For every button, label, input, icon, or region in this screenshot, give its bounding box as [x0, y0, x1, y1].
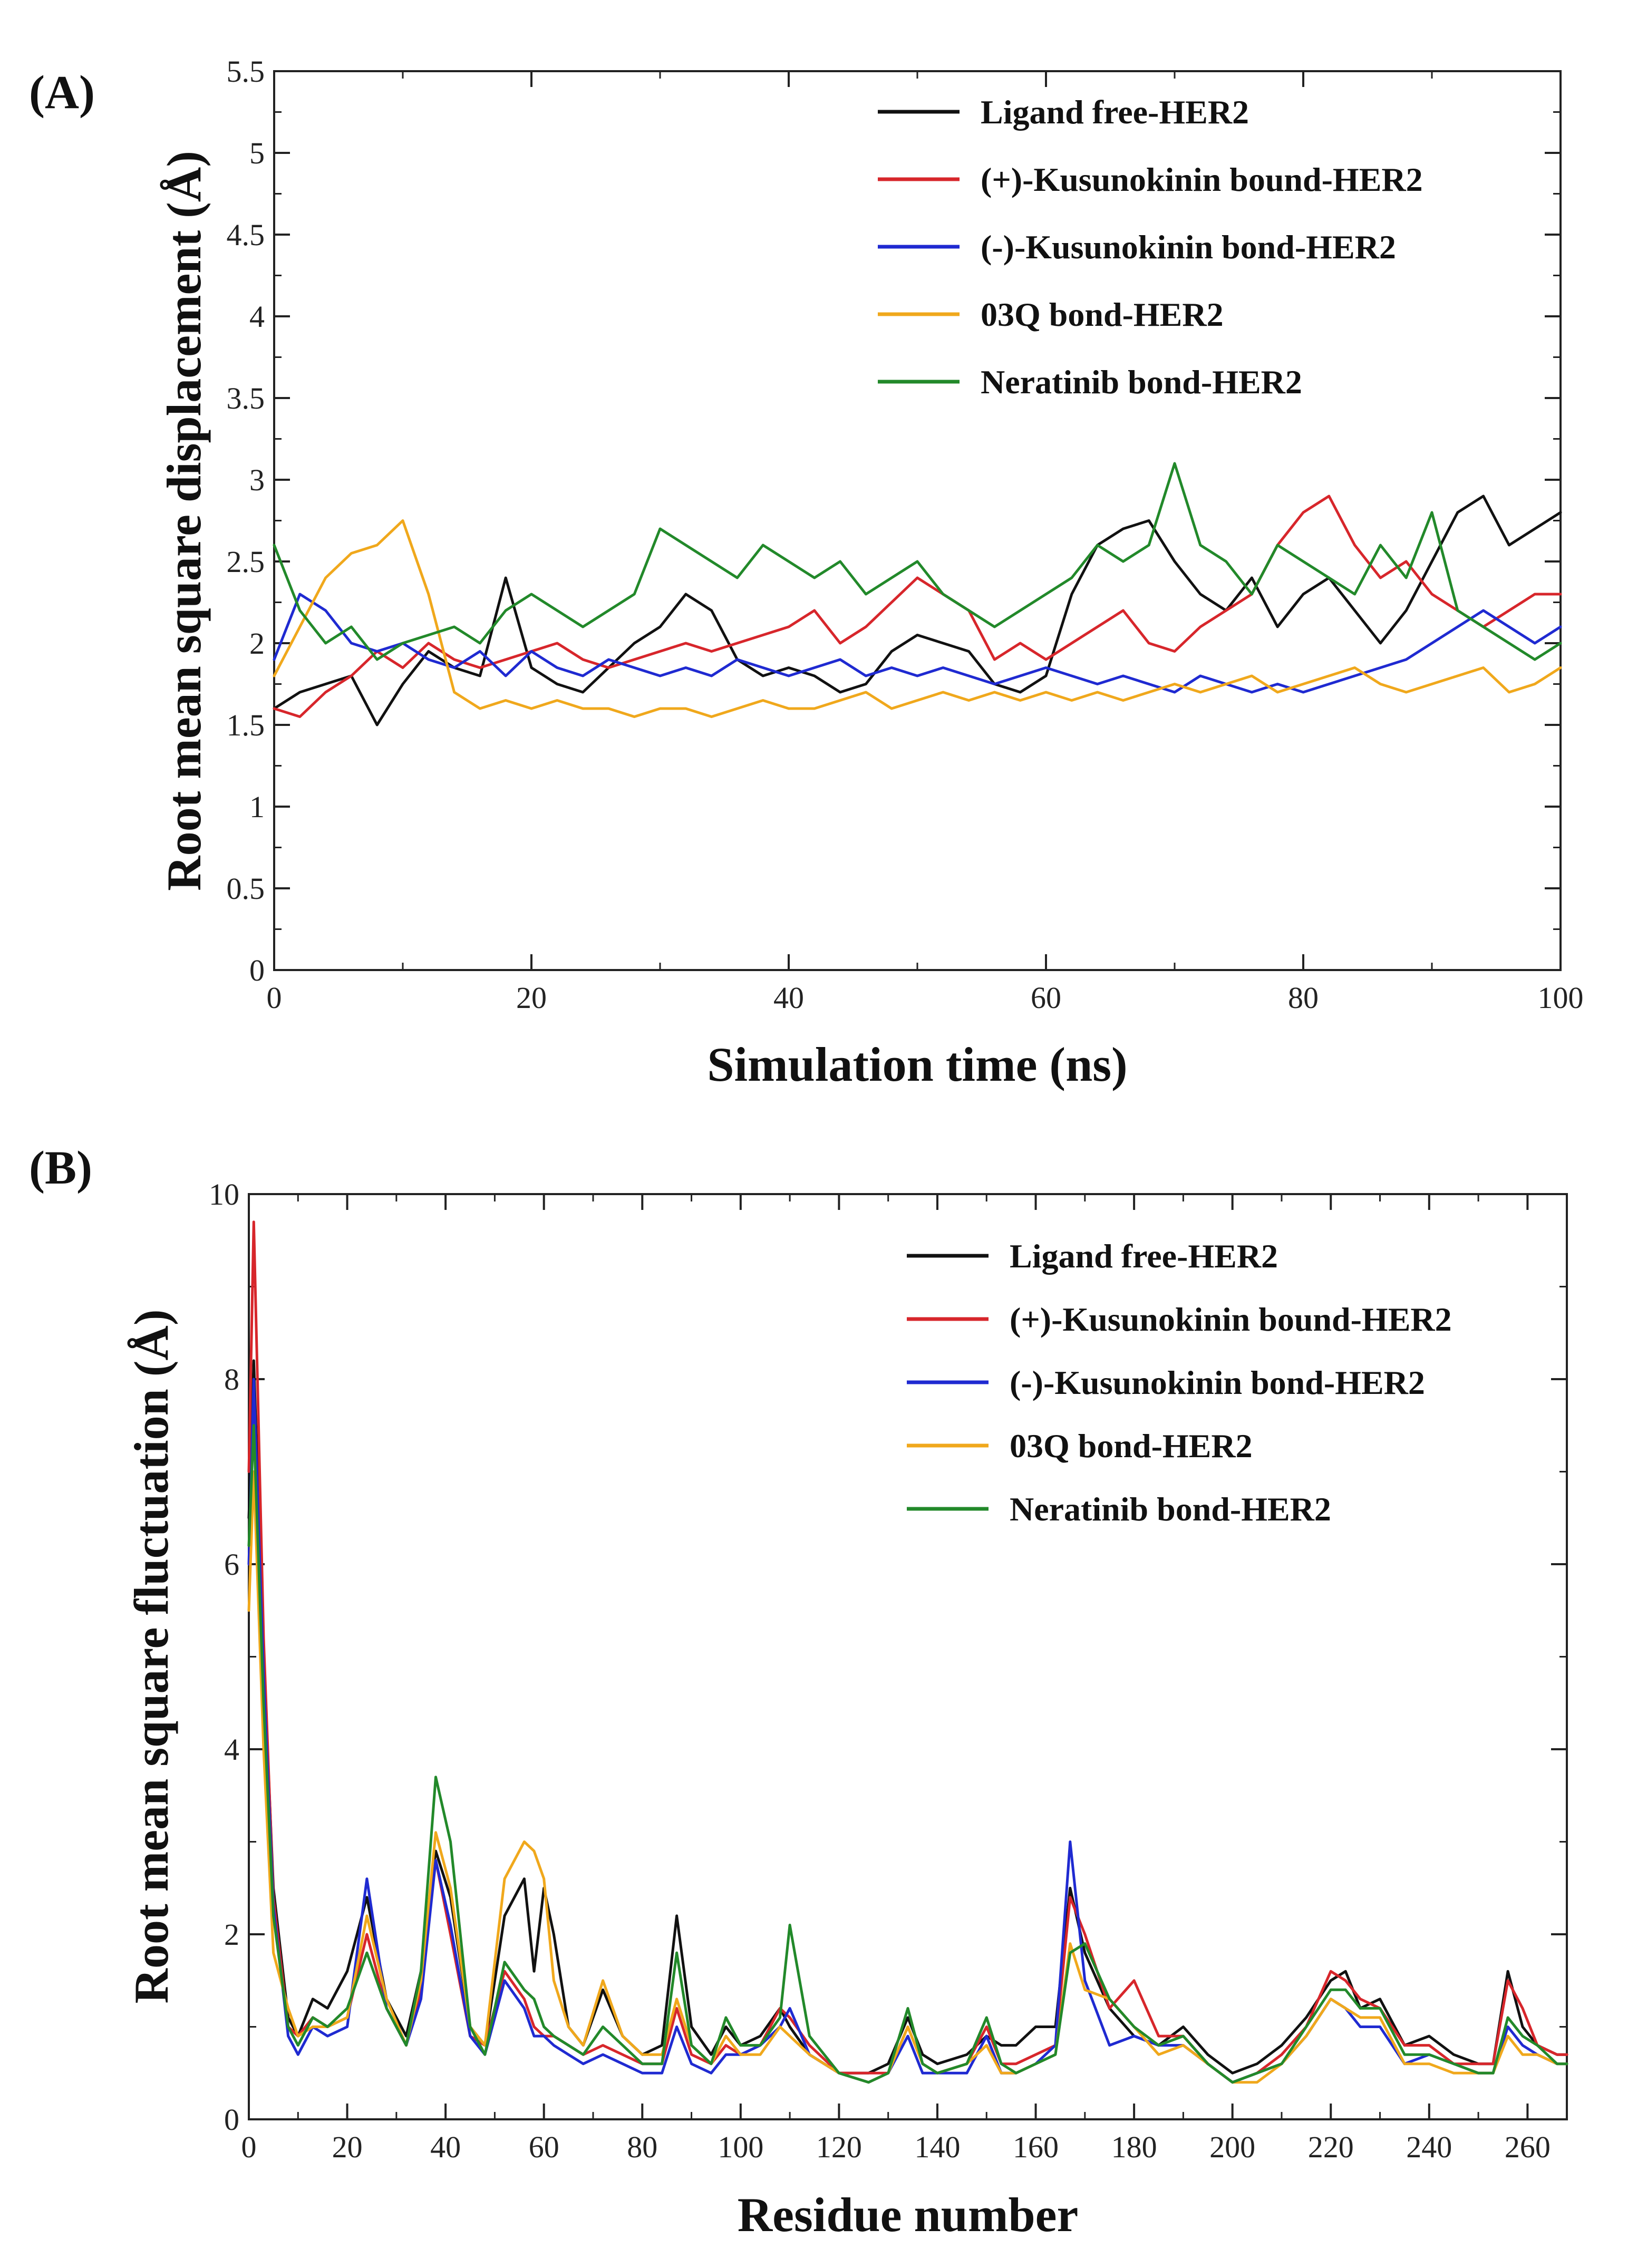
- b-x-tick-label: 120: [816, 2130, 862, 2164]
- a-legend-label-2: (-)-Kusunokinin bond-HER2: [981, 228, 1396, 266]
- b-y-tick-label: 2: [224, 1917, 239, 1952]
- b-x-tick-label: 260: [1505, 2130, 1551, 2164]
- a-y-tick-label: 0.5: [227, 871, 265, 906]
- panel-a-xlabel: Simulation time (ns): [707, 1038, 1127, 1091]
- a-y-tick-label: 3.5: [227, 381, 265, 415]
- b-y-tick-label: 10: [209, 1177, 239, 1211]
- a-x-tick-label: 60: [1031, 981, 1061, 1015]
- b-x-tick-label: 40: [430, 2130, 461, 2164]
- panel-b-label: (B): [29, 1142, 92, 1194]
- panel-b-ylabel: Root mean square fluctuation (Å): [124, 1310, 178, 2004]
- a-legend-label-0: Ligand free-HER2: [981, 93, 1249, 131]
- b-x-tick-label: 0: [241, 2130, 257, 2164]
- panel-a-ticks: 0 20 40 60 80 100 0 0.5 1 1.5 2 2.5 3 3.5 4 4.5 5 5.5: [227, 54, 1584, 1015]
- b-legend-label-4: Neratinib bond-HER2: [1010, 1490, 1331, 1528]
- b-x-tick-label: 80: [627, 2130, 657, 2164]
- panel-a-ylabel: Root mean square displacement (Å): [157, 151, 211, 891]
- b-x-tick-label: 60: [529, 2130, 559, 2164]
- b-x-tick-label: 180: [1111, 2130, 1157, 2164]
- a-series-line-0: [273, 495, 1562, 726]
- a-y-tick-label: 4: [249, 299, 265, 334]
- b-x-tick-label: 100: [718, 2130, 763, 2164]
- panel-b-ticks: 0 20 40 60 80 100 120 140 160 180 200 220 240 260 0 2 4 6…: [209, 1177, 1567, 2164]
- b-x-tick-label: 140: [914, 2130, 960, 2164]
- b-x-tick-label: 240: [1406, 2130, 1452, 2164]
- a-y-tick-label: 3: [249, 463, 265, 497]
- b-x-tick-label: 20: [332, 2130, 363, 2164]
- b-legend-label-1: (+)-Kusunokinin bound-HER2: [1010, 1301, 1452, 1338]
- a-series-line-3: [273, 519, 1562, 718]
- a-y-tick-label: 1: [249, 790, 265, 824]
- panel-a-series: [273, 462, 1562, 726]
- a-x-tick-label: 40: [773, 981, 804, 1015]
- a-series-line-4: [273, 462, 1562, 661]
- b-series-line-4: [247, 1424, 1568, 2084]
- a-x-tick-label: 0: [267, 981, 282, 1015]
- a-y-tick-label: 5.5: [227, 54, 265, 89]
- a-x-tick-label: 20: [516, 981, 547, 1015]
- panel-a-label: (A): [29, 66, 95, 119]
- panel-b-xlabel: Residue number: [738, 2188, 1079, 2242]
- b-legend-label-2: (-)-Kusunokinin bond-HER2: [1010, 1364, 1425, 1401]
- panel-a: (A) 0 20 40 60 80 100 0 0.5 1 1.5 2 2.5 3 3.5 4 4.5 5 5.5…: [29, 54, 1584, 1091]
- a-y-tick-label: 4.5: [227, 218, 265, 252]
- panel-b-plot-frame: [248, 1193, 1568, 2120]
- b-y-tick-label: 6: [224, 1547, 239, 1582]
- b-y-tick-label: 4: [224, 1732, 239, 1767]
- b-legend-label-0: Ligand free-HER2: [1010, 1237, 1278, 1275]
- a-x-tick-label: 80: [1288, 981, 1319, 1015]
- panel-a-legend: Ligand free-HER2 (+)-Kusunokinin bound-HE…: [878, 93, 1423, 401]
- b-y-tick-label: 8: [224, 1362, 239, 1397]
- b-x-tick-label: 200: [1209, 2130, 1255, 2164]
- a-y-tick-label: 0: [249, 953, 265, 987]
- b-y-tick-label: 0: [224, 2102, 239, 2137]
- panel-b: (B) 0 20 40 60 80 100 120 140 160 180 200 220 240 260…: [29, 1142, 1568, 2242]
- b-legend-label-3: 03Q bond-HER2: [1010, 1427, 1253, 1465]
- a-x-tick-label: 100: [1538, 981, 1584, 1015]
- a-legend-label-1: (+)-Kusunokinin bound-HER2: [981, 161, 1423, 198]
- panel-b-series: [247, 1220, 1568, 2084]
- a-series-line-2: [273, 593, 1562, 694]
- panel-a-plot-frame: [273, 70, 1562, 971]
- b-x-tick-label: 160: [1013, 2130, 1059, 2164]
- panel-b-legend: Ligand free-HER2 (+)-Kusunokinin bound-HE…: [907, 1237, 1452, 1528]
- a-y-tick-label: 2: [249, 626, 265, 661]
- b-x-tick-label: 220: [1308, 2130, 1354, 2164]
- a-y-tick-label: 2.5: [227, 545, 265, 579]
- a-legend-label-3: 03Q bond-HER2: [981, 296, 1224, 333]
- a-y-tick-label: 1.5: [227, 708, 265, 742]
- a-series-line-1: [273, 495, 1562, 718]
- a-y-tick-label: 5: [249, 136, 265, 170]
- a-legend-label-4: Neratinib bond-HER2: [981, 363, 1302, 401]
